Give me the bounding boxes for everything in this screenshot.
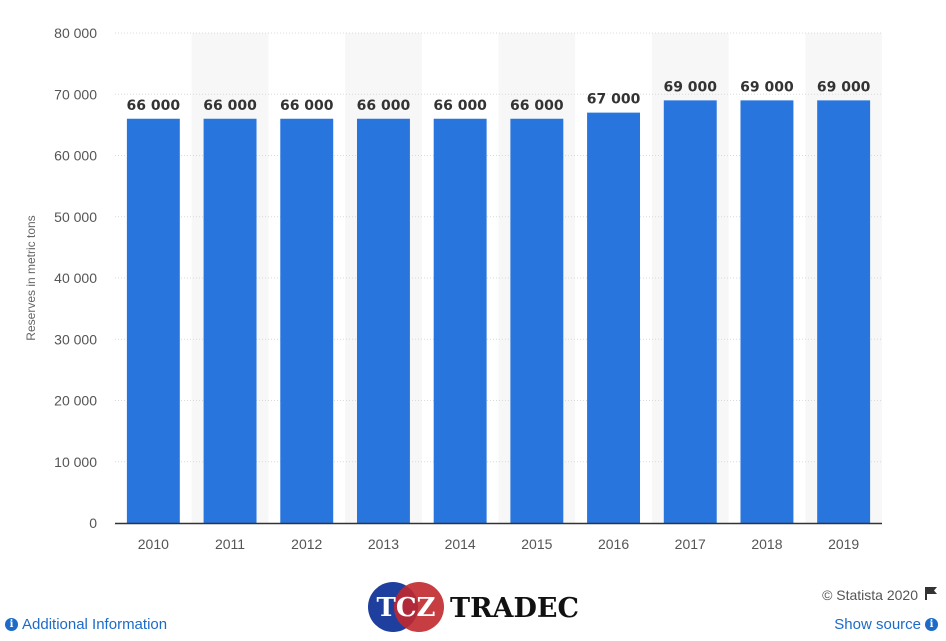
y-axis-title: Reserves in metric tons bbox=[24, 215, 38, 340]
y-tick-label: 70 000 bbox=[54, 86, 97, 102]
y-tick-label: 10 000 bbox=[54, 454, 97, 470]
copyright-text: © Statista 2020 bbox=[822, 586, 918, 603]
data-labels: 66 000 66 000 66 000 66 000 66 000 66 000 67 0… bbox=[127, 79, 871, 113]
data-label: 66 000 bbox=[203, 98, 257, 114]
x-tick-label: 2019 bbox=[828, 536, 859, 552]
bars bbox=[126, 100, 871, 523]
additional-information-link[interactable]: i Additional Information bbox=[5, 616, 167, 633]
data-label: 66 000 bbox=[127, 98, 181, 114]
data-label: 67 000 bbox=[587, 92, 641, 108]
y-tick-label: 20 000 bbox=[54, 393, 97, 409]
x-tick-label: 2015 bbox=[521, 536, 552, 552]
x-tick-label: 2010 bbox=[138, 536, 169, 552]
bar-2011[interactable] bbox=[203, 118, 257, 523]
info-circle-icon: i bbox=[5, 618, 18, 631]
y-tick-label: 60 000 bbox=[54, 148, 97, 164]
y-tick-label: 40 000 bbox=[54, 270, 97, 286]
y-tick-label: 0 bbox=[89, 515, 97, 531]
data-label: 66 000 bbox=[280, 98, 334, 114]
x-tick-label: 2011 bbox=[215, 536, 245, 552]
bar-2016[interactable] bbox=[587, 112, 641, 523]
additional-information-label: Additional Information bbox=[22, 616, 168, 633]
bar-chart: 66 000 66 000 66 000 66 000 66 000 66 000 67 0… bbox=[24, 25, 882, 552]
x-tick-label: 2012 bbox=[291, 536, 322, 552]
bar-2010[interactable] bbox=[126, 118, 180, 523]
x-tick-label: 2016 bbox=[598, 536, 629, 552]
y-tick-label: 50 000 bbox=[54, 209, 97, 225]
bar-2012[interactable] bbox=[280, 118, 334, 523]
bar-2018[interactable] bbox=[740, 100, 794, 523]
x-tick-label: 2014 bbox=[445, 536, 476, 552]
data-label: 66 000 bbox=[510, 98, 564, 114]
data-label: 69 000 bbox=[817, 79, 871, 95]
y-tick-label: 80 000 bbox=[54, 25, 97, 41]
tradecz-logo: TCZ TRADECZ bbox=[367, 580, 599, 634]
x-axis-ticks: 2010 2011 2012 2013 2014 2015 2016 2017 2018 2019 bbox=[138, 536, 860, 552]
logo-mark: TCZ bbox=[376, 593, 435, 623]
bar-2017[interactable] bbox=[663, 100, 717, 523]
flag-icon[interactable] bbox=[924, 586, 938, 603]
bar-2014[interactable] bbox=[433, 118, 487, 523]
info-circle-icon: i bbox=[925, 618, 938, 631]
data-label: 66 000 bbox=[357, 98, 411, 114]
show-source-label: Show source bbox=[834, 616, 921, 633]
x-tick-label: 2013 bbox=[368, 536, 399, 552]
copyright: © Statista 2020 bbox=[822, 586, 938, 603]
x-tick-label: 2017 bbox=[675, 536, 706, 552]
bar-2013[interactable] bbox=[356, 118, 410, 523]
y-axis-ticks: 0 10 000 20 000 30 000 40 000 50 000 60 000 70 … bbox=[54, 25, 97, 531]
bar-2015[interactable] bbox=[510, 118, 564, 523]
bar-2019[interactable] bbox=[817, 100, 871, 523]
data-label: 69 000 bbox=[740, 79, 794, 95]
data-label: 69 000 bbox=[663, 79, 717, 95]
logo-word: TRADECZ bbox=[450, 593, 579, 624]
x-tick-label: 2018 bbox=[751, 536, 782, 552]
y-tick-label: 30 000 bbox=[54, 331, 97, 347]
data-label: 66 000 bbox=[433, 98, 487, 114]
show-source-link[interactable]: Show source i bbox=[834, 616, 938, 633]
